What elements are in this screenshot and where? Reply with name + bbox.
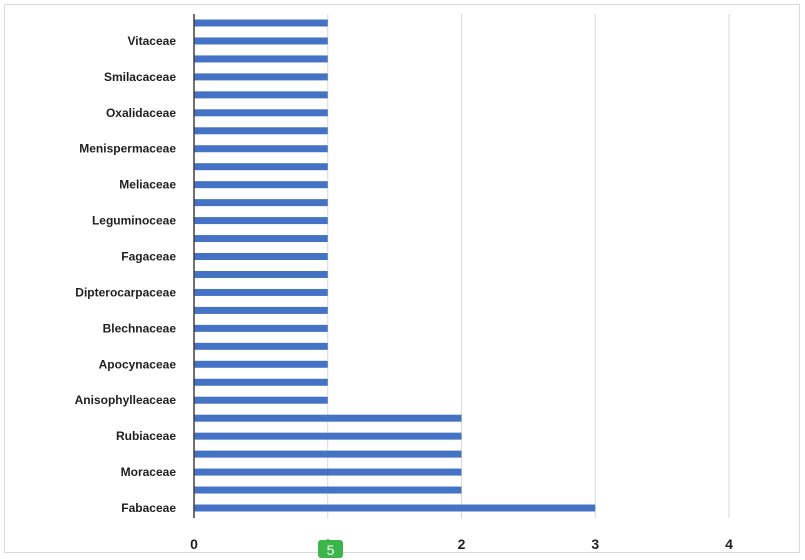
bar-28 — [194, 19, 328, 27]
bar-3 — [194, 468, 462, 476]
category-label: Apocynaceae — [99, 357, 177, 371]
x-tick-labels: 01234 — [190, 536, 733, 552]
bar-6 — [194, 414, 462, 422]
bar-17 — [194, 217, 328, 225]
bar-2 — [194, 486, 462, 494]
bar-19 — [194, 181, 328, 189]
bar-16 — [194, 235, 328, 243]
category-label: Smilacaceae — [104, 70, 176, 84]
category-label: Blechnaceae — [103, 321, 177, 335]
bar-20 — [194, 163, 328, 171]
bar-5 — [194, 432, 462, 440]
bar-12 — [194, 306, 328, 314]
bar-23 — [194, 109, 328, 117]
category-label: Menispermaceae — [79, 142, 176, 156]
gridlines — [327, 14, 730, 518]
category-label: Rubiaceae — [116, 429, 176, 443]
bar-13 — [194, 288, 328, 296]
bar-10 — [194, 342, 328, 350]
category-label: Fabaceae — [121, 501, 176, 515]
bar-11 — [194, 324, 328, 332]
category-label: Oxalidaceae — [106, 106, 176, 120]
x-tick-label-4: 4 — [725, 536, 733, 552]
bar-14 — [194, 270, 328, 278]
bar-25 — [194, 73, 328, 81]
bar-9 — [194, 360, 328, 368]
category-label: Vitaceae — [128, 34, 177, 48]
category-labels: Fabaceae Moraceae Rubiaceae Anisophylleacea… — [75, 34, 177, 515]
bar-21 — [194, 145, 328, 153]
bar-7 — [194, 396, 328, 404]
x-tick-label-2: 2 — [458, 536, 466, 552]
category-label: Dipterocarpaceae — [75, 285, 176, 299]
bar-1 — [194, 504, 596, 512]
bars — [194, 19, 596, 512]
bar-22 — [194, 127, 328, 135]
bar-26 — [194, 55, 328, 63]
bar-15 — [194, 253, 328, 261]
chart-frame — [4, 4, 800, 553]
bar-8 — [194, 378, 328, 386]
x-tick-label-3: 3 — [591, 536, 599, 552]
bar-24 — [194, 91, 328, 99]
bar-4 — [194, 450, 462, 458]
x-tick-label-0: 0 — [190, 536, 198, 552]
page-number-badge: 5 — [318, 540, 343, 558]
category-label: Moraceae — [121, 465, 177, 479]
category-label: Leguminoceae — [92, 214, 176, 228]
bar-27 — [194, 37, 328, 45]
category-label: Fagaceae — [121, 250, 176, 264]
bar-18 — [194, 199, 328, 207]
category-label: Meliaceae — [119, 178, 176, 192]
category-label: Anisophylleaceae — [75, 393, 177, 407]
